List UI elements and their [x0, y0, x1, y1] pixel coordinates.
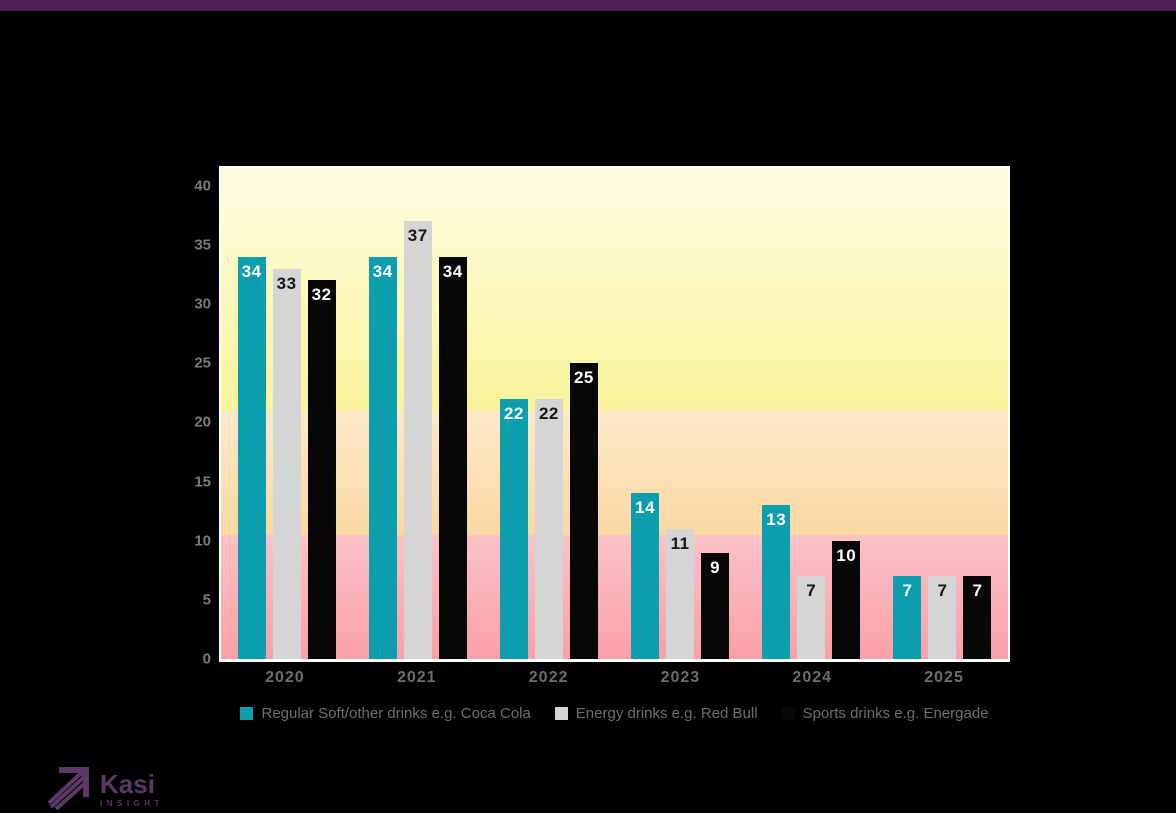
y-tick-30: 30	[194, 295, 211, 313]
y-tick-20: 20	[194, 413, 211, 431]
legend-swatch	[781, 707, 795, 720]
legend-item-sports-drinks: Sports drinks e.g. Energade	[781, 705, 989, 722]
logo-text: Kasi INSIGHT	[100, 771, 164, 808]
bar-value-label: 7	[937, 581, 948, 601]
bar-energy-drinks-2020: 33	[272, 268, 301, 659]
brand-logo: Kasi INSIGHT	[46, 764, 164, 813]
bar-group-2022: 22 22 25	[483, 168, 614, 659]
bar-regular-soft-2022: 22	[499, 398, 528, 659]
bar-value-label: 7	[972, 581, 983, 601]
bar-sports-drinks-2023: 9	[701, 552, 730, 659]
bar-value-label: 37	[407, 226, 428, 246]
y-tick-40: 40	[194, 177, 211, 195]
arrow-growth-icon	[46, 764, 92, 813]
legend-item-regular-soft: Regular Soft/other drinks e.g. Coca Cola	[240, 705, 531, 722]
bar-value-label: 11	[670, 533, 690, 553]
bar-group-2025: 7 7 7	[877, 168, 1008, 659]
y-tick-0: 0	[202, 650, 211, 668]
bar-group-2024: 13 7 10	[746, 168, 877, 659]
bar-value-label: 22	[538, 403, 559, 423]
bar-group-2020: 34 33 32	[221, 168, 352, 659]
bar-energy-drinks-2025: 7	[928, 576, 957, 659]
bar-value-label: 34	[442, 261, 463, 281]
bar-sports-drinks-2022: 25	[569, 363, 598, 659]
legend-label: Regular Soft/other drinks e.g. Coca Cola	[261, 705, 531, 722]
bar-regular-soft-2025: 7	[893, 576, 922, 659]
bar-value-label: 34	[241, 261, 262, 281]
bar-sports-drinks-2020: 32	[307, 280, 336, 659]
bar-value-label: 9	[710, 557, 721, 577]
bar-value-label: 32	[311, 285, 332, 305]
x-tick-2021: 2021	[396, 669, 437, 686]
bar-value-label: 33	[276, 273, 297, 293]
bar-regular-soft-2023: 14	[631, 493, 660, 659]
chart-plot-area: 34 33 32 34 37 34 22 22 25 14 11 9 13 7 10 7 7 7	[219, 166, 1010, 662]
bar-sports-drinks-2025: 7	[963, 576, 992, 659]
x-tick-2023: 2023	[660, 669, 701, 686]
bars-container: 34 33 32 34 37 34 22 22 25 14 11 9 13 7 10 7 7 7	[221, 168, 1008, 659]
bar-regular-soft-2020: 34	[237, 256, 266, 659]
logo-tagline: INSIGHT	[100, 799, 164, 808]
logo-brand-name: Kasi	[100, 769, 155, 799]
y-tick-25: 25	[194, 354, 211, 372]
x-tick-2020: 2020	[265, 669, 305, 686]
x-tick-2022: 2022	[528, 669, 569, 686]
x-tick-2025: 2025	[924, 669, 964, 686]
y-tick-35: 35	[194, 236, 211, 254]
x-tick-2024: 2024	[792, 669, 833, 686]
x-axis: 2020 2021 2022 2023 2024 2025	[219, 669, 1010, 687]
top-accent-bar	[0, 0, 1176, 11]
legend-swatch	[240, 707, 254, 720]
legend-label: Energy drinks e.g. Red Bull	[575, 705, 758, 722]
legend-item-energy-drinks: Energy drinks e.g. Red Bull	[554, 705, 758, 722]
chart-legend: Regular Soft/other drinks e.g. Coca Cola…	[219, 705, 1010, 722]
y-tick-5: 5	[202, 591, 211, 609]
legend-label: Sports drinks e.g. Energade	[802, 705, 989, 722]
y-tick-10: 10	[194, 532, 211, 550]
bar-value-label: 14	[635, 498, 656, 518]
bar-group-2021: 34 37 34	[352, 168, 483, 659]
bar-value-label: 13	[766, 510, 787, 530]
bar-energy-drinks-2022: 22	[534, 398, 563, 659]
bar-group-2023: 14 11 9	[615, 168, 746, 659]
bar-value-label: 34	[372, 261, 393, 281]
bar-energy-drinks-2024: 7	[797, 576, 826, 659]
bar-value-label: 25	[573, 368, 594, 388]
y-axis: 0 5 10 15 20 25 30 35 40	[0, 0, 211, 813]
bar-value-label: 7	[902, 581, 913, 601]
legend-swatch	[554, 707, 568, 720]
bar-value-label: 22	[503, 403, 524, 423]
bar-energy-drinks-2021: 37	[403, 221, 432, 659]
bar-value-label: 7	[806, 581, 817, 601]
bar-regular-soft-2021: 34	[368, 256, 397, 659]
bar-regular-soft-2024: 13	[762, 505, 791, 659]
y-tick-15: 15	[194, 473, 211, 491]
bar-value-label: 10	[836, 545, 857, 565]
bar-energy-drinks-2023: 11	[666, 528, 695, 659]
bar-sports-drinks-2021: 34	[438, 256, 467, 659]
bar-sports-drinks-2024: 10	[832, 540, 861, 659]
